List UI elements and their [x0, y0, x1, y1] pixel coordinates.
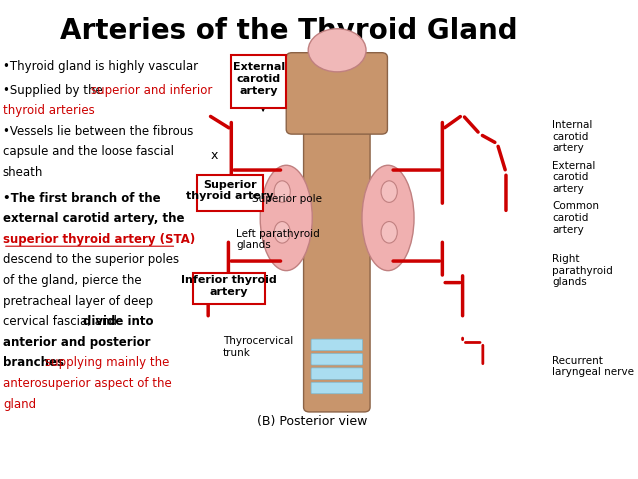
Text: External
carotid
artery: External carotid artery — [553, 160, 596, 194]
Text: anterior and posterior: anterior and posterior — [3, 336, 151, 349]
FancyBboxPatch shape — [286, 53, 387, 134]
Text: pretracheal layer of deep: pretracheal layer of deep — [3, 295, 153, 308]
Text: Common
carotid
artery: Common carotid artery — [553, 201, 599, 235]
Text: Right
parathyroid
glands: Right parathyroid glands — [553, 254, 613, 287]
Ellipse shape — [274, 181, 290, 203]
Text: Recurrent
laryngeal nerve: Recurrent laryngeal nerve — [553, 355, 634, 377]
Text: capsule and the loose fascial: capsule and the loose fascial — [3, 145, 174, 158]
Ellipse shape — [308, 29, 366, 72]
FancyBboxPatch shape — [197, 175, 263, 211]
Text: superior and inferior: superior and inferior — [91, 84, 212, 97]
Text: Inferior thyroid
artery: Inferior thyroid artery — [181, 275, 276, 297]
Text: supplying mainly the: supplying mainly the — [45, 356, 169, 369]
FancyBboxPatch shape — [311, 339, 362, 351]
Text: sheath: sheath — [3, 166, 43, 179]
FancyBboxPatch shape — [232, 55, 286, 108]
FancyBboxPatch shape — [304, 105, 370, 412]
FancyBboxPatch shape — [311, 354, 362, 365]
Text: external carotid artery, the: external carotid artery, the — [3, 212, 184, 225]
FancyBboxPatch shape — [311, 368, 362, 379]
Text: gland: gland — [3, 398, 36, 411]
Text: x: x — [211, 149, 218, 162]
Text: anterosuperior aspect of the: anterosuperior aspect of the — [3, 377, 172, 390]
Text: Thyrocervical
trunk: Thyrocervical trunk — [223, 336, 293, 358]
Text: branches: branches — [3, 356, 68, 369]
Text: descend to the superior poles: descend to the superior poles — [3, 253, 179, 266]
Ellipse shape — [381, 222, 397, 243]
Text: Internal
carotid
artery: Internal carotid artery — [553, 120, 593, 153]
Text: cervical fascia, and: cervical fascia, and — [3, 315, 121, 328]
FancyBboxPatch shape — [311, 382, 362, 394]
Text: Superior pole: Superior pole — [251, 194, 322, 204]
Text: •Supplied by the: •Supplied by the — [3, 84, 107, 97]
Text: Superior
thyroid artery: Superior thyroid artery — [186, 180, 274, 201]
Text: of the gland, pierce the: of the gland, pierce the — [3, 274, 142, 287]
Text: superior thyroid artery (STA): superior thyroid artery (STA) — [3, 233, 195, 246]
Text: thyroid arteries: thyroid arteries — [3, 104, 94, 117]
FancyBboxPatch shape — [193, 273, 265, 304]
Text: Arteries of the Thyroid Gland: Arteries of the Thyroid Gland — [61, 17, 518, 45]
Ellipse shape — [260, 165, 312, 271]
Ellipse shape — [381, 181, 397, 203]
Text: Left parathyroid
glands: Left parathyroid glands — [236, 228, 320, 251]
Text: (B) Posterior view: (B) Posterior view — [257, 415, 367, 428]
Text: •The first branch of the: •The first branch of the — [3, 192, 161, 205]
Text: divide into: divide into — [83, 315, 153, 328]
Text: External
carotid
artery: External carotid artery — [233, 62, 285, 96]
Text: •Vessels lie between the fibrous: •Vessels lie between the fibrous — [3, 125, 193, 137]
Text: •Thyroid gland is highly vascular: •Thyroid gland is highly vascular — [3, 60, 198, 73]
Ellipse shape — [274, 222, 290, 243]
Ellipse shape — [362, 165, 414, 271]
